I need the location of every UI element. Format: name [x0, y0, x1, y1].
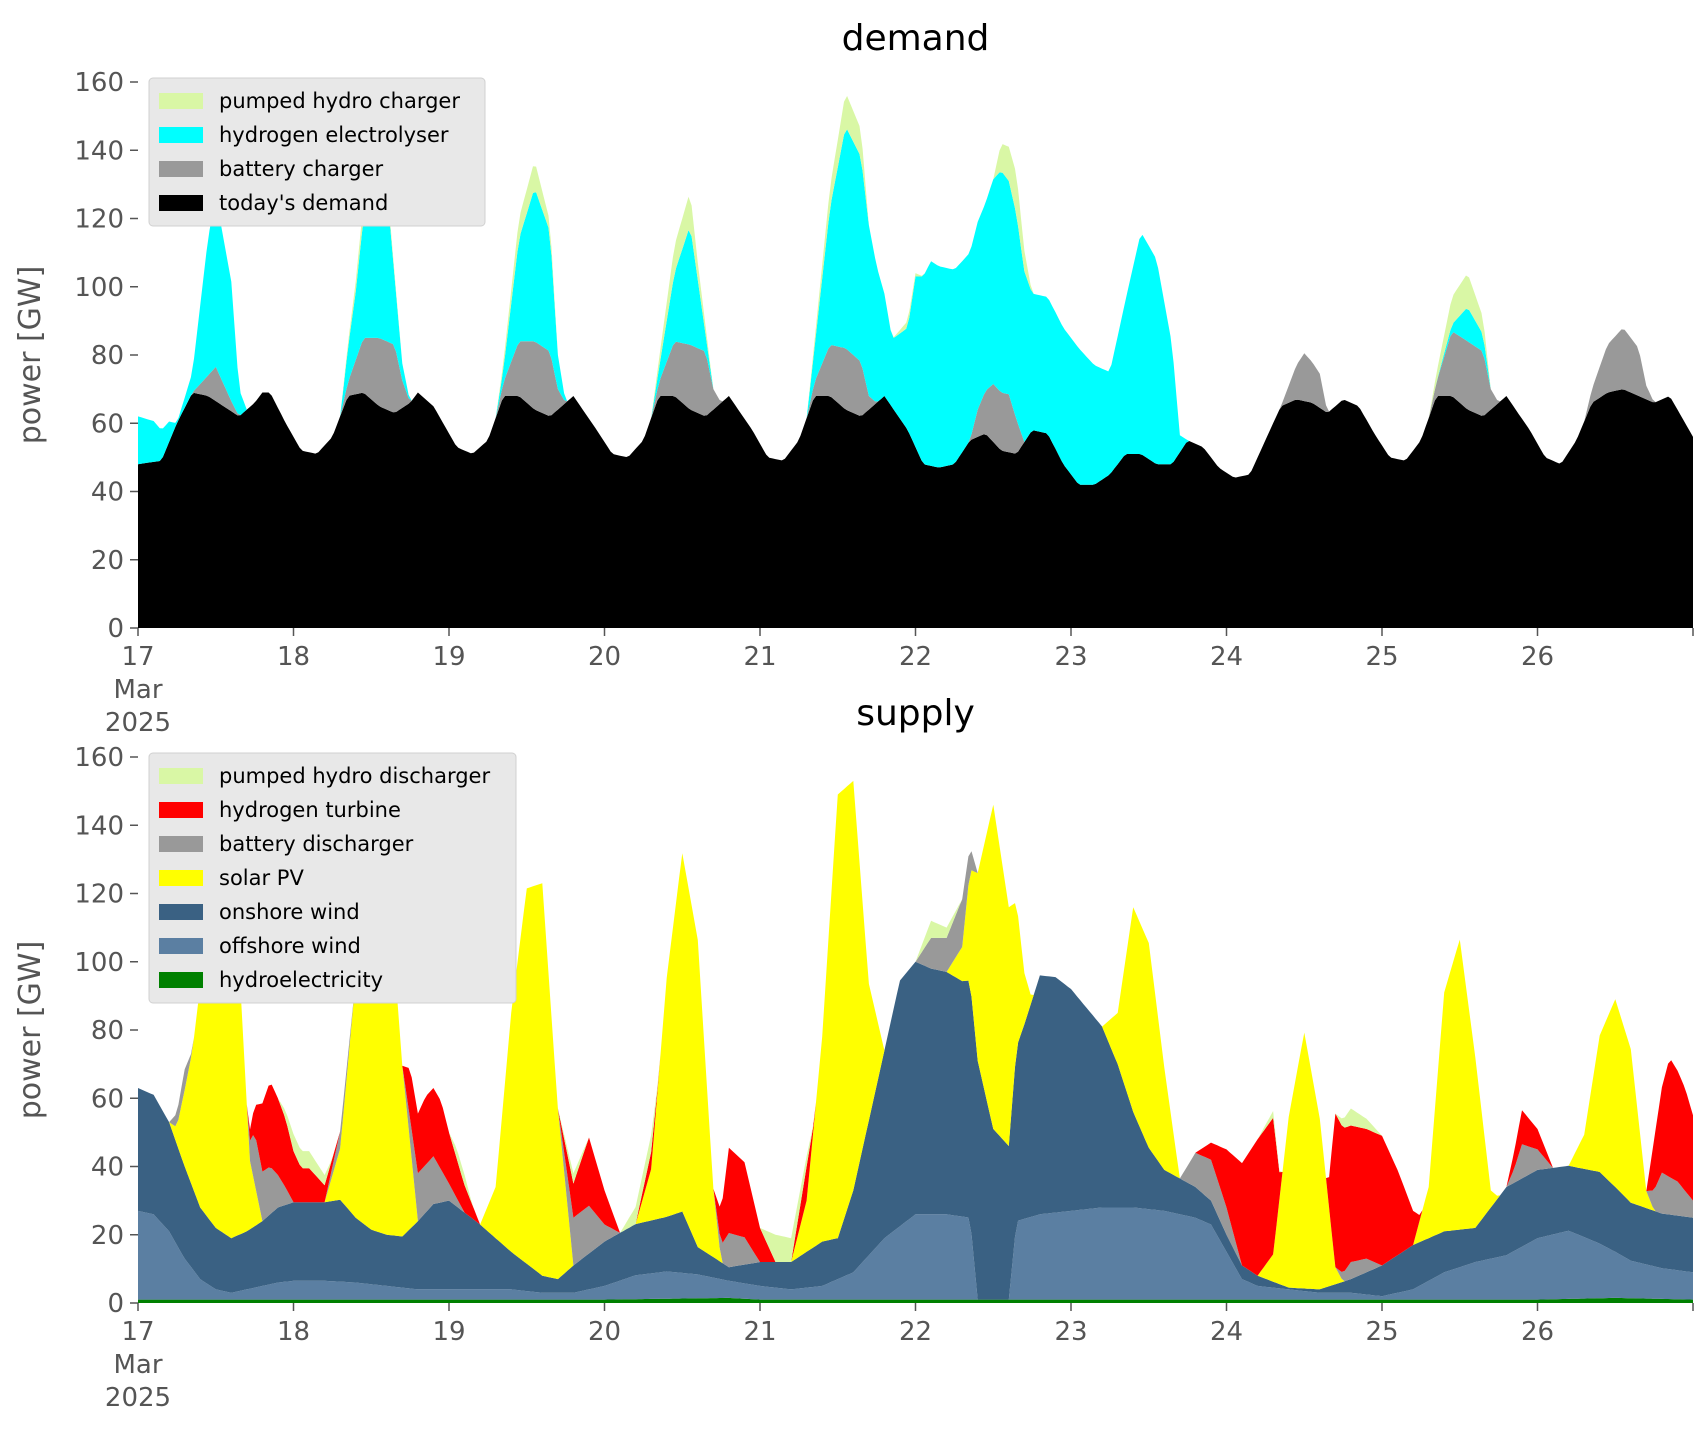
x-tick-label: Mar: [113, 1350, 162, 1380]
legend-swatch-hydrogen-turbine: [159, 802, 203, 818]
area-hydroelectricity: [138, 1297, 1693, 1303]
legend-label-offshore-wind: offshore wind: [219, 934, 361, 958]
y-tick-label: 120: [74, 880, 124, 910]
x-tick-label: 19: [432, 642, 465, 672]
y-tick-label: 20: [91, 1221, 124, 1251]
legend-label-battery-discharger: battery discharger: [219, 832, 414, 856]
legend-label-hydrogen-electrolyser: hydrogen electrolyser: [219, 123, 449, 147]
legend-label-pumped-hydro-charger: pumped hydro charger: [219, 89, 460, 113]
legend-label-hydrogen-turbine: hydrogen turbine: [219, 798, 401, 822]
x-tick-label: 22: [899, 1317, 932, 1347]
x-tick-label: 2025: [105, 1383, 171, 1413]
area-hydrogen-electrolyser: [138, 129, 1693, 485]
x-tick-label: 2025: [105, 708, 171, 738]
legend-swatch-hydroelectricity: [159, 972, 203, 988]
supply-legend: pumped hydro discharger hydrogen turbine b…: [148, 752, 517, 1004]
y-tick-label: 40: [91, 1153, 124, 1183]
demand-areas: [138, 96, 1693, 628]
legend-label-battery-charger: battery charger: [219, 157, 384, 181]
legend-box: [148, 752, 517, 1004]
y-tick-label: 0: [107, 1289, 124, 1319]
legend-swatch-solar-pv: [159, 870, 203, 886]
legend-label-onshore-wind: onshore wind: [219, 900, 360, 924]
x-tick-label: 20: [588, 1317, 621, 1347]
y-tick-label: 60: [91, 409, 124, 439]
legend-swatch-hydrogen-electrolyser: [159, 127, 203, 143]
x-tick-label: 19: [432, 1317, 465, 1347]
area-today-s-demand: [138, 389, 1693, 628]
area-offshore-wind: [138, 1207, 1693, 1300]
legend-swatch-onshore-wind: [159, 904, 203, 920]
x-tick-label: 23: [1054, 1317, 1087, 1347]
y-axis-label: power [GW]: [13, 266, 48, 445]
legend-label-today-s-demand: today's demand: [219, 191, 388, 215]
legend-box: [148, 77, 486, 227]
x-tick-label: 17: [121, 642, 154, 672]
x-tick-label: 20: [588, 642, 621, 672]
y-tick-label: 40: [91, 478, 124, 508]
legend-label-solar-pv: solar PV: [219, 866, 304, 890]
y-tick-label: 80: [91, 341, 124, 371]
x-tick-label: 25: [1365, 1317, 1398, 1347]
y-tick-label: 140: [74, 811, 124, 841]
y-tick-label: 20: [91, 546, 124, 576]
y-tick-label: 160: [74, 68, 124, 98]
legend-swatch-pumped-hydro-charger: [159, 93, 203, 109]
y-tick-label: 100: [74, 273, 124, 303]
x-tick-label: 24: [1210, 1317, 1243, 1347]
y-tick-label: 0: [107, 614, 124, 644]
area-battery-charger: [138, 329, 1693, 485]
x-tick-label: Mar: [113, 675, 162, 705]
x-tick-label: 21: [743, 642, 776, 672]
area-solar-pv: [138, 780, 1693, 1290]
y-tick-label: 100: [74, 948, 124, 978]
legend-label-pumped-hydro-discharger: pumped hydro discharger: [219, 764, 490, 788]
x-tick-label: 26: [1521, 1317, 1554, 1347]
x-tick-label: 26: [1521, 642, 1554, 672]
legend-swatch-battery-charger: [159, 161, 203, 177]
y-tick-label: 160: [74, 743, 124, 773]
y-tick-label: 140: [74, 136, 124, 166]
supply-areas: [138, 780, 1693, 1303]
legend-label-hydroelectricity: hydroelectricity: [219, 968, 383, 992]
demand-legend: pumped hydro charger hydrogen electrolyse…: [148, 77, 486, 227]
chart-title: demand: [842, 18, 990, 59]
x-tick-label: 21: [743, 1317, 776, 1347]
x-tick-label: 17: [121, 1317, 154, 1347]
chart-title: supply: [856, 693, 975, 734]
x-tick-label: 23: [1054, 642, 1087, 672]
legend-swatch-today-s-demand: [159, 195, 203, 211]
x-tick-label: 25: [1365, 642, 1398, 672]
legend-swatch-offshore-wind: [159, 938, 203, 954]
area-onshore-wind: [138, 961, 1693, 1300]
legend-swatch-pumped-hydro-discharger: [159, 768, 203, 784]
x-tick-label: 24: [1210, 642, 1243, 672]
x-tick-label: 18: [277, 1317, 310, 1347]
y-tick-label: 80: [91, 1016, 124, 1046]
legend-swatch-battery-discharger: [159, 836, 203, 852]
y-tick-label: 120: [74, 205, 124, 235]
x-tick-label: 18: [277, 642, 310, 672]
area-pumped-hydro-charger: [138, 96, 1693, 478]
x-tick-label: 22: [899, 642, 932, 672]
y-tick-label: 60: [91, 1084, 124, 1114]
y-axis-label: power [GW]: [13, 941, 48, 1120]
